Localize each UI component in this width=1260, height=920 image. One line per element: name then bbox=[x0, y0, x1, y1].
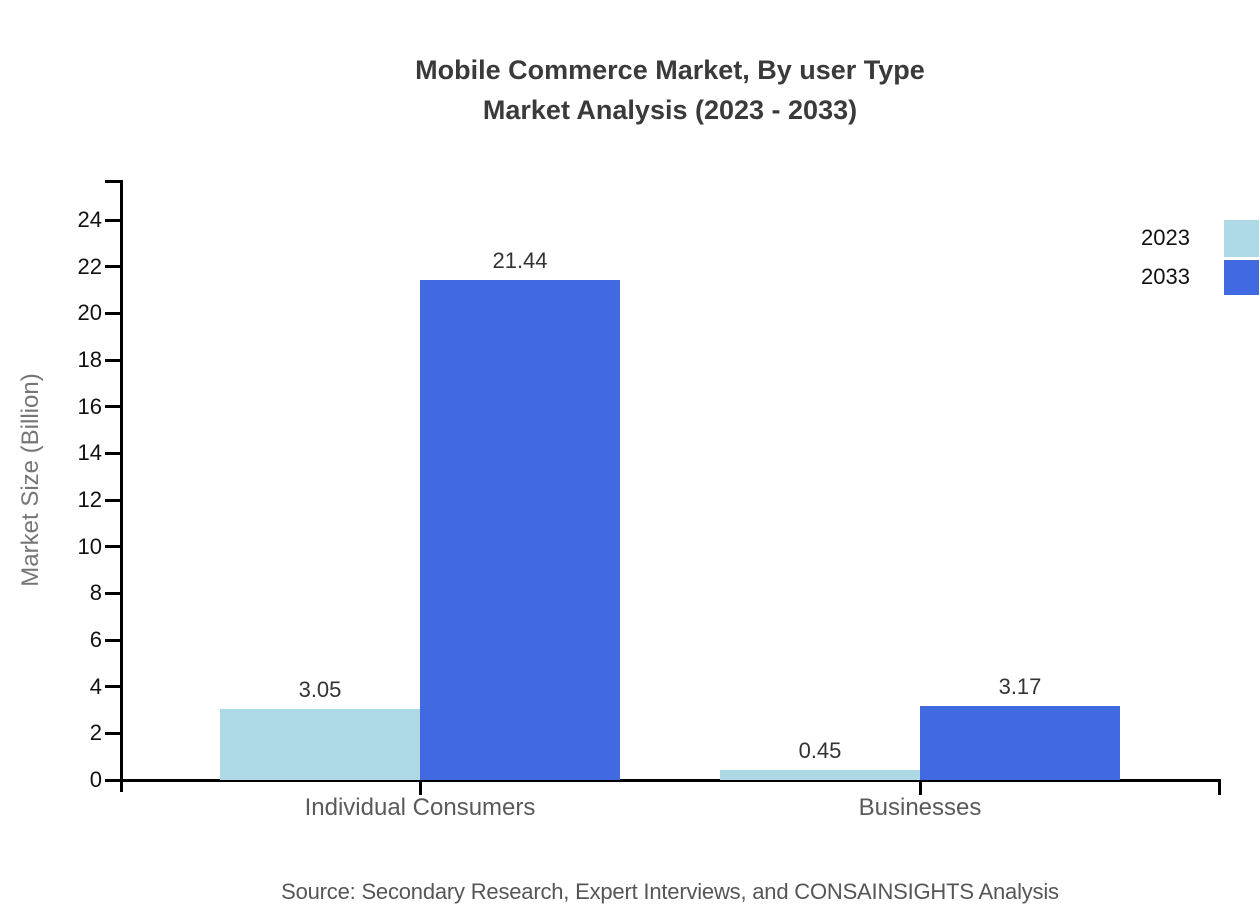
y-tick-label: 20 bbox=[77, 300, 102, 326]
y-tick bbox=[105, 591, 120, 595]
y-tick-label: 24 bbox=[77, 207, 102, 232]
y-tick-label: 8 bbox=[89, 580, 102, 606]
y-tick bbox=[105, 545, 120, 549]
y-tick bbox=[105, 731, 120, 735]
y-tick-label: 16 bbox=[77, 393, 102, 419]
bar bbox=[220, 708, 420, 780]
x-tick bbox=[918, 782, 922, 795]
legend-label-2033: 2033 bbox=[1141, 264, 1190, 289]
x-axis-line bbox=[117, 779, 1221, 782]
y-axis-top-cap bbox=[105, 180, 120, 183]
legend-swatch-2033 bbox=[1224, 260, 1259, 295]
y-tick bbox=[105, 498, 120, 502]
x-axis-end-cap bbox=[1218, 779, 1221, 795]
y-tick bbox=[105, 311, 120, 315]
y-tick-label: 12 bbox=[77, 487, 102, 512]
bar-value-label: 21.44 bbox=[492, 247, 548, 273]
category-label: Individual Consumers bbox=[304, 794, 536, 821]
bar bbox=[720, 769, 920, 780]
x-tick bbox=[418, 782, 422, 795]
y-tick-label: 18 bbox=[77, 347, 102, 372]
y-tick bbox=[105, 358, 120, 362]
chart-title-line1: Mobile Commerce Market, By user Type bbox=[415, 55, 925, 85]
y-tick-label: 2 bbox=[89, 720, 102, 746]
legend-label-2023: 2023 bbox=[1141, 225, 1190, 250]
chart-title-line2: Market Analysis (2023 - 2033) bbox=[482, 95, 858, 125]
y-tick bbox=[105, 451, 120, 455]
bar-value-label: 3.05 bbox=[298, 676, 342, 702]
legend-swatch-2023 bbox=[1224, 220, 1259, 257]
bar-value-label: 0.45 bbox=[798, 737, 842, 763]
bar-value-label: 3.17 bbox=[998, 674, 1042, 700]
y-tick bbox=[105, 218, 120, 222]
y-tick-label: 22 bbox=[77, 253, 102, 279]
y-tick bbox=[105, 265, 120, 269]
y-tick-label: 4 bbox=[89, 673, 102, 699]
y-tick-label: 14 bbox=[77, 440, 102, 466]
y-tick-label: 6 bbox=[89, 627, 102, 652]
bar bbox=[920, 706, 1120, 780]
y-tick bbox=[105, 685, 120, 689]
bar bbox=[420, 279, 620, 780]
y-tick-label: 0 bbox=[89, 767, 102, 792]
y-tick bbox=[105, 778, 120, 782]
chart-title: Mobile Commerce Market, By user Type Mar… bbox=[120, 50, 1220, 130]
y-tick-label: 10 bbox=[77, 533, 102, 559]
y-axis-line bbox=[120, 180, 123, 792]
source-note: Source: Secondary Research, Expert Inter… bbox=[281, 879, 1059, 904]
category-label: Businesses bbox=[858, 794, 982, 821]
y-tick bbox=[105, 405, 120, 409]
y-tick bbox=[105, 638, 120, 642]
